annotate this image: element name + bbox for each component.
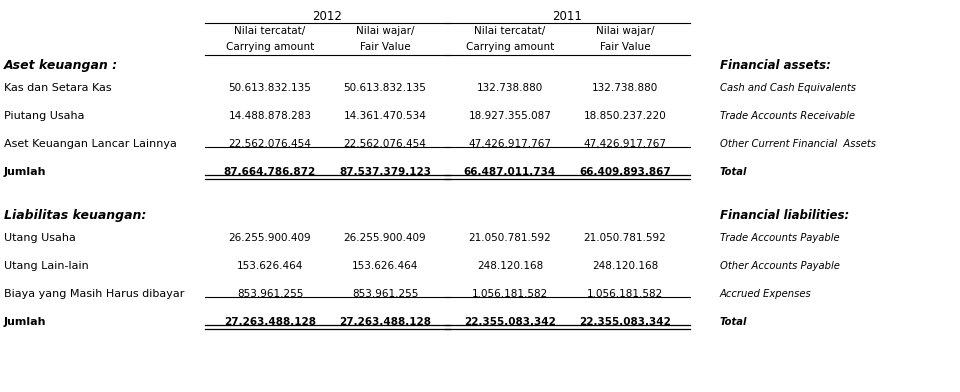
Text: 21.050.781.592: 21.050.781.592 <box>584 233 666 243</box>
Text: 2012: 2012 <box>313 10 343 23</box>
Text: 27.263.488.128: 27.263.488.128 <box>224 317 316 327</box>
Text: Utang Usaha: Utang Usaha <box>4 233 76 243</box>
Text: Utang Lain-lain: Utang Lain-lain <box>4 261 88 271</box>
Text: Other Accounts Payable: Other Accounts Payable <box>720 261 840 271</box>
Text: 22.562.076.454: 22.562.076.454 <box>344 139 426 149</box>
Text: Jumlah: Jumlah <box>4 317 46 327</box>
Text: 50.613.832.135: 50.613.832.135 <box>344 83 426 93</box>
Text: Nilai tercatat/: Nilai tercatat/ <box>474 26 545 36</box>
Text: 22.355.083.342: 22.355.083.342 <box>464 317 556 327</box>
Text: Carrying amount: Carrying amount <box>226 42 314 52</box>
Text: Nilai wajar/: Nilai wajar/ <box>596 26 655 36</box>
Text: 1.056.181.582: 1.056.181.582 <box>472 289 548 299</box>
Text: Cash and Cash Equivalents: Cash and Cash Equivalents <box>720 83 856 93</box>
Text: 26.255.900.409: 26.255.900.409 <box>344 233 426 243</box>
Text: 14.361.470.534: 14.361.470.534 <box>344 111 426 121</box>
Text: 22.355.083.342: 22.355.083.342 <box>579 317 671 327</box>
Text: 27.263.488.128: 27.263.488.128 <box>339 317 431 327</box>
Text: 50.613.832.135: 50.613.832.135 <box>228 83 311 93</box>
Text: 1.056.181.582: 1.056.181.582 <box>587 289 663 299</box>
Text: 132.738.880: 132.738.880 <box>477 83 543 93</box>
Text: Fair Value: Fair Value <box>600 42 650 52</box>
Text: Aset Keuangan Lancar Lainnya: Aset Keuangan Lancar Lainnya <box>4 139 177 149</box>
Text: Jumlah: Jumlah <box>4 167 46 177</box>
Text: Accrued Expenses: Accrued Expenses <box>720 289 812 299</box>
Text: 248.120.168: 248.120.168 <box>592 261 659 271</box>
Text: 87.537.379.123: 87.537.379.123 <box>339 167 431 177</box>
Text: 2011: 2011 <box>553 10 583 23</box>
Text: Piutang Usaha: Piutang Usaha <box>4 111 84 121</box>
Text: Liabilitas keuangan:: Liabilitas keuangan: <box>4 209 146 222</box>
Text: 47.426.917.767: 47.426.917.767 <box>468 139 551 149</box>
Text: 18.927.355.087: 18.927.355.087 <box>468 111 551 121</box>
Text: Total: Total <box>720 317 748 327</box>
Text: 26.255.900.409: 26.255.900.409 <box>228 233 311 243</box>
Text: Aset keuangan :: Aset keuangan : <box>4 59 118 72</box>
Text: Carrying amount: Carrying amount <box>466 42 554 52</box>
Text: Nilai wajar/: Nilai wajar/ <box>356 26 415 36</box>
Text: Kas dan Setara Kas: Kas dan Setara Kas <box>4 83 111 93</box>
Text: Other Current Financial  Assets: Other Current Financial Assets <box>720 139 876 149</box>
Text: Trade Accounts Receivable: Trade Accounts Receivable <box>720 111 855 121</box>
Text: 66.409.893.867: 66.409.893.867 <box>579 167 671 177</box>
Text: 853.961.255: 853.961.255 <box>237 289 303 299</box>
Text: 14.488.878.283: 14.488.878.283 <box>228 111 311 121</box>
Text: 22.562.076.454: 22.562.076.454 <box>228 139 311 149</box>
Text: 248.120.168: 248.120.168 <box>477 261 543 271</box>
Text: Total: Total <box>720 167 748 177</box>
Text: Financial assets:: Financial assets: <box>720 59 830 72</box>
Text: 47.426.917.767: 47.426.917.767 <box>584 139 666 149</box>
Text: Trade Accounts Payable: Trade Accounts Payable <box>720 233 840 243</box>
Text: 66.487.011.734: 66.487.011.734 <box>464 167 556 177</box>
Text: 153.626.464: 153.626.464 <box>237 261 303 271</box>
Text: 18.850.237.220: 18.850.237.220 <box>584 111 666 121</box>
Text: Nilai tercatat/: Nilai tercatat/ <box>234 26 305 36</box>
Text: 132.738.880: 132.738.880 <box>592 83 659 93</box>
Text: 153.626.464: 153.626.464 <box>351 261 419 271</box>
Text: 87.664.786.872: 87.664.786.872 <box>224 167 316 177</box>
Text: 21.050.781.592: 21.050.781.592 <box>468 233 551 243</box>
Text: Biaya yang Masih Harus dibayar: Biaya yang Masih Harus dibayar <box>4 289 184 299</box>
Text: Fair Value: Fair Value <box>360 42 410 52</box>
Text: Financial liabilities:: Financial liabilities: <box>720 209 850 222</box>
Text: 853.961.255: 853.961.255 <box>351 289 419 299</box>
